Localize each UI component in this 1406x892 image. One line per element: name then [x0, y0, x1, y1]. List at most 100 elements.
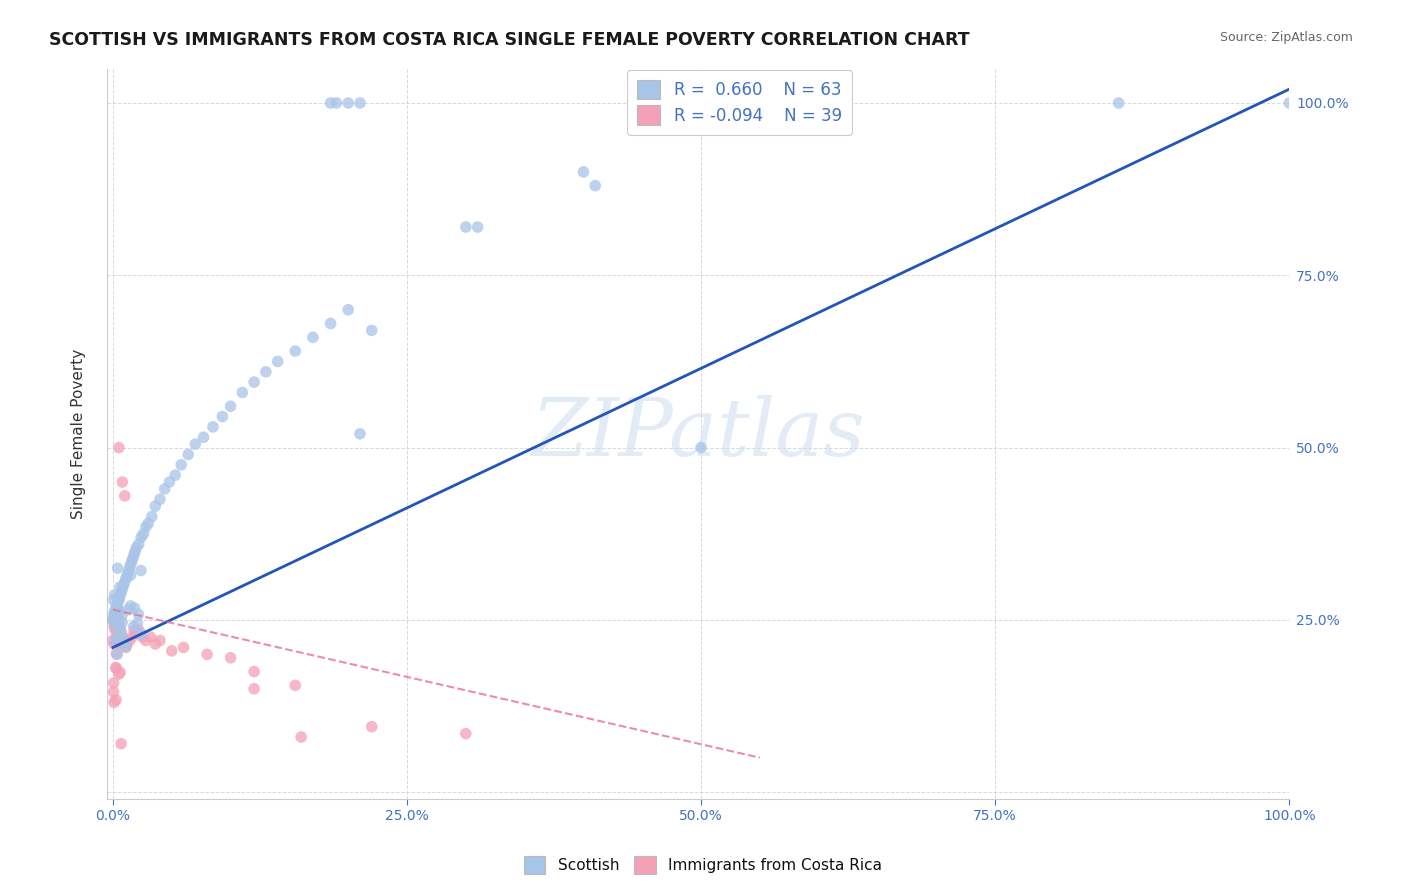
- Point: [108, 621, 131, 635]
- Point: [115, 637, 138, 651]
- Point: [103, 676, 125, 690]
- Point: [254, 365, 277, 379]
- Point: [112, 637, 135, 651]
- Point: [114, 574, 136, 589]
- Point: [108, 604, 131, 618]
- Point: [132, 526, 155, 541]
- Point: [110, 585, 132, 599]
- Point: [107, 633, 129, 648]
- Point: [107, 561, 129, 575]
- Point: [122, 548, 145, 562]
- Point: [110, 625, 132, 640]
- Point: [127, 607, 149, 621]
- Point: [108, 665, 131, 680]
- Point: [319, 317, 342, 331]
- Point: [105, 693, 128, 707]
- Point: [103, 593, 125, 607]
- Point: [107, 591, 129, 605]
- Legend: R =  0.660    N = 63, R = -0.094    N = 39: R = 0.660 N = 63, R = -0.094 N = 39: [627, 70, 852, 135]
- Point: [173, 640, 195, 655]
- Point: [337, 95, 360, 110]
- Point: [104, 606, 127, 620]
- Point: [135, 633, 157, 648]
- Point: [153, 482, 176, 496]
- Point: [105, 605, 128, 619]
- Point: [108, 637, 131, 651]
- Legend: Scottish, Immigrants from Costa Rica: Scottish, Immigrants from Costa Rica: [517, 850, 889, 880]
- Point: [115, 640, 138, 655]
- Text: SCOTTISH VS IMMIGRANTS FROM COSTA RICA SINGLE FEMALE POVERTY CORRELATION CHART: SCOTTISH VS IMMIGRANTS FROM COSTA RICA S…: [49, 31, 970, 49]
- Point: [120, 599, 142, 613]
- Point: [454, 726, 477, 740]
- Point: [122, 550, 145, 565]
- Point: [149, 492, 172, 507]
- Point: [572, 165, 595, 179]
- Point: [149, 633, 172, 648]
- Point: [337, 302, 360, 317]
- Point: [349, 426, 371, 441]
- Point: [195, 648, 218, 662]
- Point: [111, 475, 134, 489]
- Point: [103, 609, 125, 624]
- Point: [583, 178, 606, 193]
- Point: [114, 640, 136, 654]
- Point: [325, 95, 347, 110]
- Point: [128, 537, 150, 551]
- Point: [349, 95, 371, 110]
- Point: [105, 630, 128, 644]
- Point: [219, 650, 242, 665]
- Point: [107, 629, 129, 643]
- Point: [104, 660, 127, 674]
- Point: [103, 685, 125, 699]
- Point: [108, 441, 131, 455]
- Point: [112, 578, 135, 592]
- Text: Source: ZipAtlas.com: Source: ZipAtlas.com: [1219, 31, 1353, 45]
- Point: [211, 409, 233, 424]
- Point: [118, 633, 141, 648]
- Point: [104, 602, 127, 616]
- Point: [135, 520, 157, 534]
- Point: [319, 95, 342, 110]
- Point: [105, 648, 128, 662]
- Point: [243, 681, 266, 696]
- Point: [107, 606, 129, 620]
- Point: [115, 572, 138, 586]
- Point: [105, 662, 128, 676]
- Point: [201, 420, 224, 434]
- Point: [114, 633, 136, 648]
- Point: [120, 558, 142, 572]
- Point: [690, 441, 713, 455]
- Point: [111, 582, 134, 596]
- Point: [105, 647, 128, 661]
- Point: [107, 620, 129, 634]
- Point: [143, 637, 166, 651]
- Point: [454, 220, 477, 235]
- Point: [243, 375, 266, 389]
- Point: [125, 541, 148, 555]
- Point: [117, 565, 139, 579]
- Point: [143, 499, 166, 513]
- Point: [103, 695, 125, 709]
- Point: [103, 637, 125, 651]
- Point: [101, 633, 124, 648]
- Point: [1278, 95, 1301, 110]
- Point: [108, 616, 131, 631]
- Point: [141, 509, 163, 524]
- Point: [165, 468, 187, 483]
- Point: [129, 564, 152, 578]
- Point: [122, 619, 145, 633]
- Point: [118, 561, 141, 575]
- Point: [124, 601, 146, 615]
- Point: [284, 678, 307, 692]
- Point: [105, 609, 128, 624]
- Point: [114, 489, 136, 503]
- Point: [103, 609, 125, 624]
- Point: [170, 458, 193, 472]
- Point: [128, 624, 150, 638]
- Point: [105, 602, 128, 616]
- Point: [131, 630, 153, 644]
- Point: [108, 624, 131, 638]
- Point: [120, 568, 142, 582]
- Point: [136, 516, 159, 531]
- Point: [107, 602, 129, 616]
